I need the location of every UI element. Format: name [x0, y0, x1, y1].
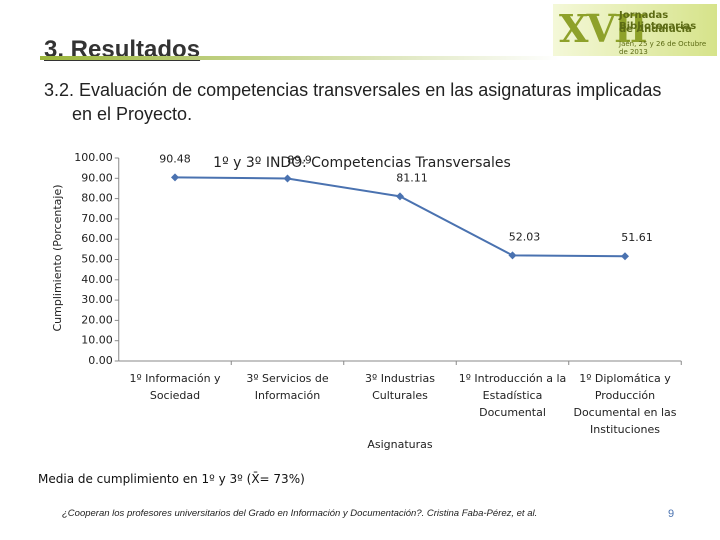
x-tick-label: 1º Información y Sociedad	[129, 372, 221, 402]
logo-line: Jornadas Bibliotecarias	[619, 10, 697, 32]
x-axis-title: Asignaturas	[367, 438, 433, 451]
marker	[171, 173, 179, 182]
data-label: 90.48	[159, 152, 191, 165]
y-tick-label: 0.00	[88, 354, 113, 367]
chart-title: 1º y 3º INDO: Competencias Transversales	[213, 155, 511, 171]
page-number: 9	[668, 508, 675, 520]
y-tick-label: 40.00	[81, 273, 113, 286]
y-axis-title: Cumplimiento (Porcentaje)	[51, 184, 64, 331]
x-tick-label: 1º Diplomática y Producción Documental e…	[573, 372, 677, 436]
heading-rule	[40, 56, 560, 60]
logo-roman: XVII	[559, 6, 648, 51]
marker	[396, 192, 404, 201]
marker	[621, 252, 629, 261]
note: Media de cumplimiento en 1º y 3º (X̄= 73…	[38, 472, 305, 486]
line	[174, 176, 626, 258]
y-tick-label: 70.00	[81, 212, 113, 225]
x-tick-label: 3º Industrias Culturales	[365, 372, 435, 402]
data-label: 89.9	[287, 154, 312, 167]
marker	[508, 251, 517, 260]
marker	[283, 174, 292, 183]
subheading: 3.2. Evaluación de competencias transver…	[44, 80, 662, 124]
x-tick-label: 3º Servicios de Información	[246, 372, 329, 402]
y-tick-label: 60.00	[81, 232, 113, 245]
data-label: 81.11	[396, 171, 428, 184]
y-tick-label: 20.00	[81, 313, 113, 326]
y-tick-label: 10.00	[81, 334, 113, 347]
citation: ¿Cooperan los profesores universitarios …	[62, 508, 538, 519]
data-label: 51.61	[621, 231, 653, 244]
y-tick-label: 80.00	[81, 192, 113, 205]
data-label: 52.03	[509, 230, 541, 243]
x-tick-label: 1º Introducción a la Estadística Documen…	[458, 372, 567, 419]
logo: XVII Jornadas Bibliotecarias de Andalucí…	[553, 4, 717, 56]
y-tick-label: 100.00	[74, 151, 113, 164]
logo-line: de Andalucía	[619, 24, 692, 35]
y-tick-label: 50.00	[81, 253, 113, 266]
y-tick-label: 90.00	[81, 171, 113, 184]
y-tick-label: 30.00	[81, 293, 113, 306]
logo-line: Jaén, 25 y 26 de Octubre de 2013	[619, 40, 707, 56]
